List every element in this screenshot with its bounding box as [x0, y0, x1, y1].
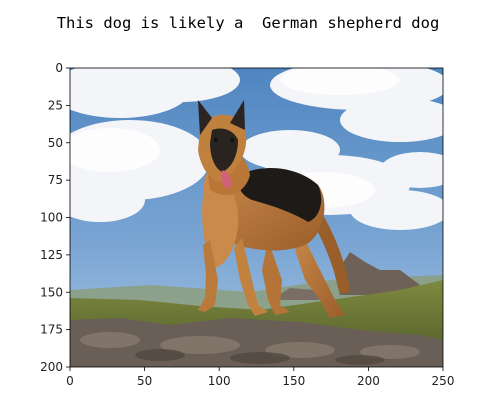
- y-tick-label: 150: [40, 285, 63, 299]
- x-tick-label: 250: [432, 374, 455, 388]
- output-prefix: This dog is likely a: [56, 14, 253, 32]
- x-tick-label: 50: [137, 374, 152, 388]
- x-tick-label: 100: [208, 374, 231, 388]
- y-tick-label: 75: [48, 173, 63, 187]
- y-tick-label: 25: [48, 98, 63, 112]
- dog: [198, 100, 350, 318]
- rock-right: [335, 252, 420, 295]
- output-text: This dog is likely a German shepherd dog: [0, 14, 496, 32]
- y-tick-label: 175: [40, 323, 63, 337]
- x-tick-label: 150: [282, 374, 305, 388]
- y-tick-label: 50: [48, 136, 63, 150]
- y-tick-label: 200: [40, 360, 63, 374]
- y-tick-label: 125: [40, 248, 63, 262]
- y-tick-label: 100: [40, 211, 63, 225]
- output-breed: German shepherd dog: [262, 14, 440, 32]
- x-axis: 0 50 100 150 200 250: [66, 367, 454, 388]
- x-tick-label: 200: [357, 374, 380, 388]
- dog-photo: [70, 68, 443, 367]
- x-tick-label: 0: [66, 374, 74, 388]
- y-axis: 0 25 50 75 100 125 150 175 200: [40, 61, 70, 374]
- y-tick-label: 0: [55, 61, 63, 75]
